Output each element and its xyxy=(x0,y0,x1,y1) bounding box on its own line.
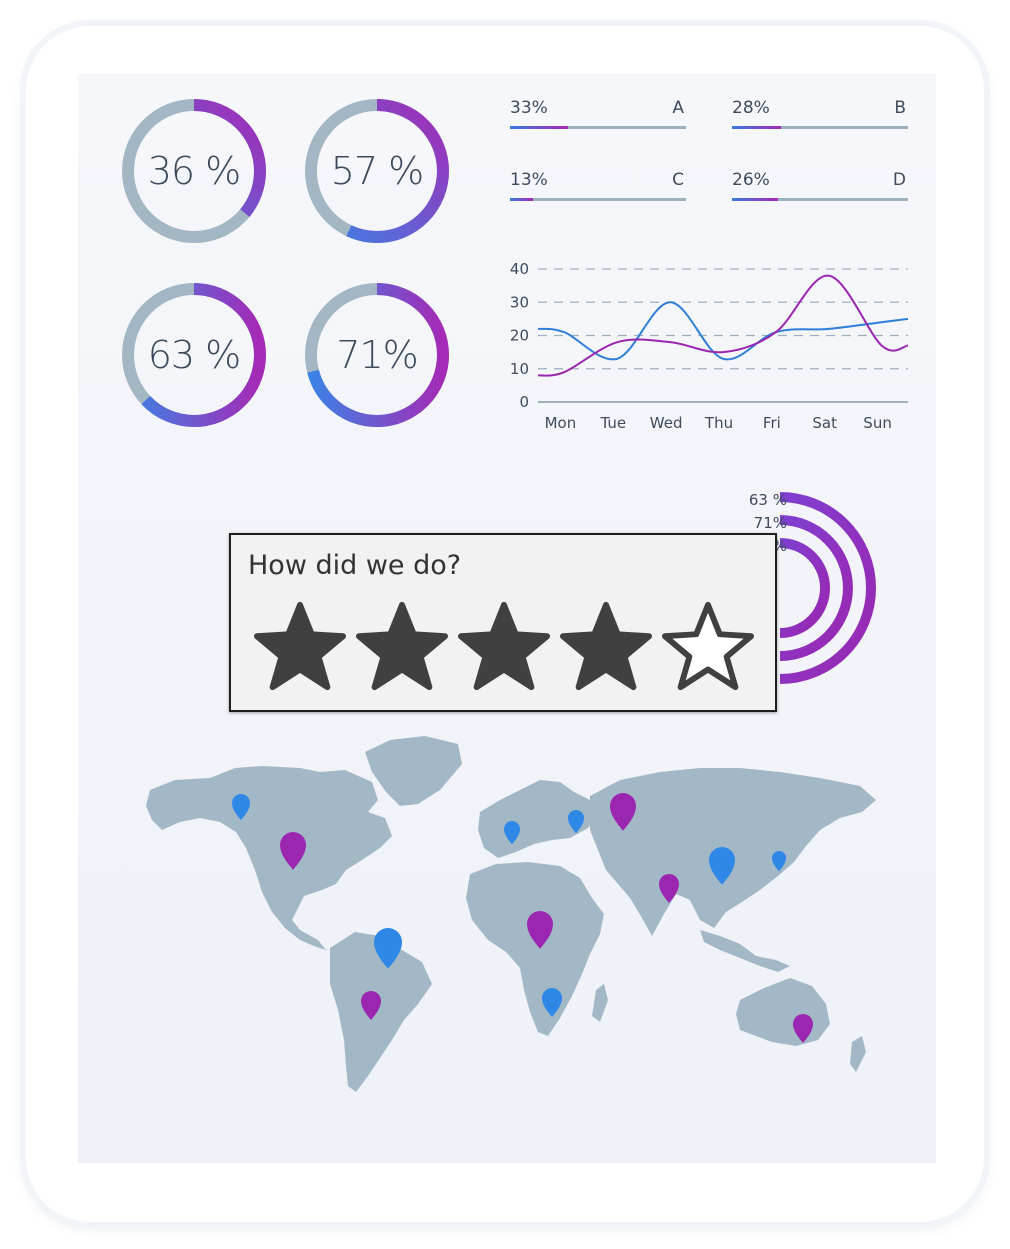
donut-chart: 57 % xyxy=(302,96,452,246)
radial-arc xyxy=(779,492,876,684)
rating-star-1-icon[interactable] xyxy=(251,599,349,693)
rating-star-2-icon[interactable] xyxy=(353,599,451,693)
donut-value-label: 36 % xyxy=(147,149,242,193)
map-pin-icon xyxy=(659,874,679,903)
rating-star-4-icon[interactable] xyxy=(557,599,655,693)
progress-bar-a: 33% A xyxy=(510,98,686,138)
progress-fill xyxy=(732,126,782,129)
map-pin-icon xyxy=(374,928,402,969)
map-pin-icon xyxy=(772,851,786,872)
x-tick-label: Sat xyxy=(812,414,837,432)
donut-ring xyxy=(122,283,266,427)
radial-arc xyxy=(779,538,830,638)
map-pin-icon xyxy=(610,793,636,831)
donut-value-label: 63 % xyxy=(147,333,242,377)
progress-track xyxy=(510,126,686,129)
progress-track xyxy=(732,198,908,201)
donut-value-label: 71% xyxy=(336,333,418,377)
map-pin-icon xyxy=(361,991,381,1020)
map-pin-icon xyxy=(527,911,553,949)
series-line xyxy=(537,301,909,361)
map-pin-icon xyxy=(568,810,584,834)
progress-percent: 33% xyxy=(510,98,548,118)
progress-percent: 26% xyxy=(732,170,770,190)
progress-track xyxy=(732,126,908,129)
progress-letter: A xyxy=(672,98,684,118)
donut-value-arc xyxy=(122,99,266,243)
x-tick-label: Thu xyxy=(704,414,733,432)
donut-value-label: 57 % xyxy=(330,149,425,193)
x-tick-label: Wed xyxy=(650,414,683,432)
map-land xyxy=(146,736,876,1092)
rating-star-3-icon[interactable] xyxy=(455,599,553,693)
donut-value-arc xyxy=(305,99,449,243)
progress-fill xyxy=(732,198,778,201)
donut-ring xyxy=(122,99,266,243)
progress-bar-b: 28% B xyxy=(732,98,908,138)
progress-percent: 28% xyxy=(732,98,770,118)
map-pin-icon xyxy=(793,1014,813,1043)
progress-letter: B xyxy=(894,98,906,118)
map-pin-icon xyxy=(232,794,250,821)
x-tick-label: Sun xyxy=(863,414,892,432)
map-pins xyxy=(232,793,813,1043)
progress-bar-d: 26% D xyxy=(732,170,908,210)
radial-label: 71% xyxy=(754,514,787,532)
y-tick-label: 30 xyxy=(510,293,529,311)
radial-label: 63 % xyxy=(749,491,787,509)
y-tick-label: 20 xyxy=(510,327,529,345)
y-tick-label: 10 xyxy=(510,360,529,378)
donut-chart: 63 % xyxy=(119,280,269,430)
chart-grid xyxy=(538,268,908,403)
x-tick-label: Fri xyxy=(763,414,781,432)
donut-ring xyxy=(305,283,449,427)
progress-fill xyxy=(510,198,533,201)
progress-track xyxy=(510,198,686,201)
progress-bar-c: 13% C xyxy=(510,170,686,210)
x-tick-label: Tue xyxy=(599,414,626,432)
map-pin-icon xyxy=(504,821,520,845)
y-tick-label: 40 xyxy=(510,260,529,278)
donut-chart: 71% xyxy=(302,280,452,430)
map-pin-icon xyxy=(542,988,562,1017)
progress-letter: D xyxy=(892,170,906,190)
y-axis-ticks: 0 10 20 30 40 xyxy=(510,260,529,411)
series-line xyxy=(537,274,909,377)
x-tick-label: Mon xyxy=(545,414,577,432)
map-pin-icon xyxy=(709,847,735,885)
progress-fill xyxy=(510,126,569,129)
progress-percent: 13% xyxy=(510,170,548,190)
chart-series xyxy=(537,274,909,377)
donut-ring xyxy=(305,99,449,243)
y-tick-label: 0 xyxy=(519,393,529,411)
donut-value-arc xyxy=(122,283,266,427)
donut-chart: 36 % xyxy=(119,96,269,246)
donut-value-arc xyxy=(305,283,449,427)
progress-letter: C xyxy=(672,170,684,190)
map-pin-icon xyxy=(280,832,306,870)
rating-title: How did we do? xyxy=(248,550,462,581)
radial-arc xyxy=(779,515,853,661)
rating-dialog: How did we do? xyxy=(229,533,777,712)
x-axis-ticks: Mon Tue Wed Thu Fri Sat Sun xyxy=(545,414,892,432)
rating-star-5-icon[interactable] xyxy=(659,599,757,693)
